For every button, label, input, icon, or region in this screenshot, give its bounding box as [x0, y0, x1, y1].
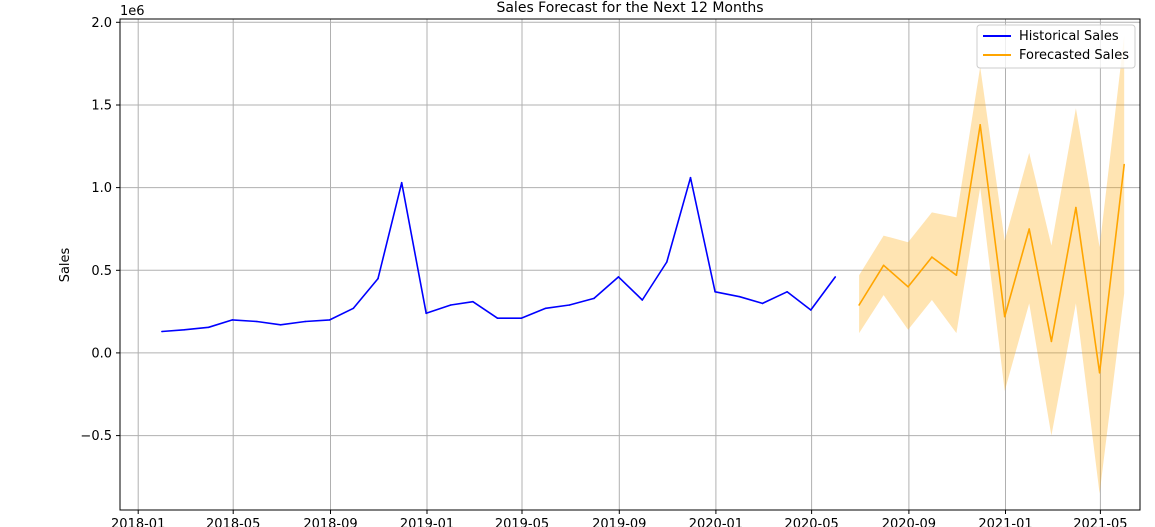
legend: Historical Sales Forecasted Sales [976, 24, 1136, 69]
forecasted-sales-point [1028, 228, 1030, 230]
historical-sales-point [279, 324, 282, 326]
forecasted-sales-point [1098, 372, 1101, 374]
y-tick-label: 1.0 [91, 181, 112, 196]
historical-sales-point [568, 304, 571, 306]
forecasted-sales-point [931, 256, 933, 258]
y-tick-label: −0.5 [80, 429, 112, 444]
forecasted-sales-point [1003, 315, 1006, 318]
y-tick-label: 0.5 [91, 264, 112, 279]
plot-area-frame [119, 18, 1141, 511]
x-tick-label: 2018-05 [206, 517, 260, 527]
confidence-band-layer [859, 35, 1125, 494]
historical-sales-point [231, 319, 234, 321]
historical-sales-point [207, 326, 210, 329]
x-tick-label: 2018-09 [303, 517, 357, 527]
historical-sales-point [328, 319, 331, 321]
historical-sales-point [256, 320, 258, 323]
historical-sales-point [786, 291, 788, 293]
y-axis-offset-label: 1e6 [120, 4, 145, 19]
legend-label-forecasted-sales: Forecasted Sales [1019, 48, 1129, 63]
historical-sales-point [496, 317, 499, 320]
forecasted-sales-confidence-band [859, 35, 1125, 494]
historical-sales-point [450, 304, 452, 306]
chart-title: Sales Forecast for the Next 12 Months [496, 0, 763, 16]
forecasted-sales-point [907, 286, 909, 288]
historical-sales-point [472, 300, 474, 303]
forecasted-sales-point [955, 274, 958, 277]
forecasted-sales-point [1075, 206, 1077, 209]
historical-sales-point [810, 309, 812, 311]
y-tick-label: 0.0 [91, 346, 112, 361]
x-tick-label: 2020-09 [882, 517, 936, 527]
historical-sales-point [161, 330, 163, 333]
x-tick-label: 2021-01 [978, 517, 1032, 527]
historical-sales-point [425, 312, 428, 315]
x-axis-ticks: 2018-01 2018-05 2018-09 2019-01 2019-05 2019-… [111, 510, 1128, 527]
historical-sales-point [761, 302, 764, 305]
historical-sales-point [544, 307, 547, 310]
forecasted-sales-point [979, 124, 981, 126]
historical-sales-point [738, 295, 741, 298]
y-tick-label: 2.0 [91, 16, 112, 31]
historical-sales-point [304, 320, 307, 323]
historical-sales-point [183, 329, 185, 331]
x-tick-label: 2019-09 [592, 517, 646, 527]
x-tick-label: 2021-05 [1073, 517, 1127, 527]
x-tick-label: 2018-01 [111, 517, 165, 527]
historical-sales-point [714, 291, 716, 293]
forecasted-sales-line [858, 124, 1125, 374]
historical-sales-point [834, 276, 837, 278]
series-lines [161, 124, 1125, 374]
forecasted-sales-point [858, 304, 860, 306]
x-tick-label: 2020-01 [689, 517, 743, 527]
grid [120, 19, 1140, 510]
historical-sales-point [593, 297, 595, 300]
forecasted-sales-point [1050, 340, 1053, 343]
x-tick-label: 2019-05 [495, 517, 549, 527]
y-axis-label: Sales [58, 247, 73, 282]
x-tick-label: 2020-05 [784, 517, 838, 527]
historical-sales-point [617, 276, 620, 278]
historical-sales-point [689, 176, 692, 179]
historical-sales-point [641, 299, 644, 301]
x-tick-label: 2019-01 [400, 517, 454, 527]
y-axis-ticks: −0.5 0.0 0.5 1.0 1.5 2.0 [80, 16, 120, 444]
forecasted-sales-point [882, 264, 885, 267]
historical-sales-point [377, 277, 379, 280]
forecasted-sales-point [1123, 163, 1125, 166]
y-tick-label: 1.5 [91, 99, 112, 114]
historical-sales-point [666, 261, 668, 263]
historical-sales-point [352, 307, 355, 310]
historical-sales-point [400, 181, 403, 184]
legend-frame [976, 24, 1136, 69]
historical-sales-point [520, 317, 522, 320]
legend-label-historical-sales: Historical Sales [1019, 29, 1119, 44]
